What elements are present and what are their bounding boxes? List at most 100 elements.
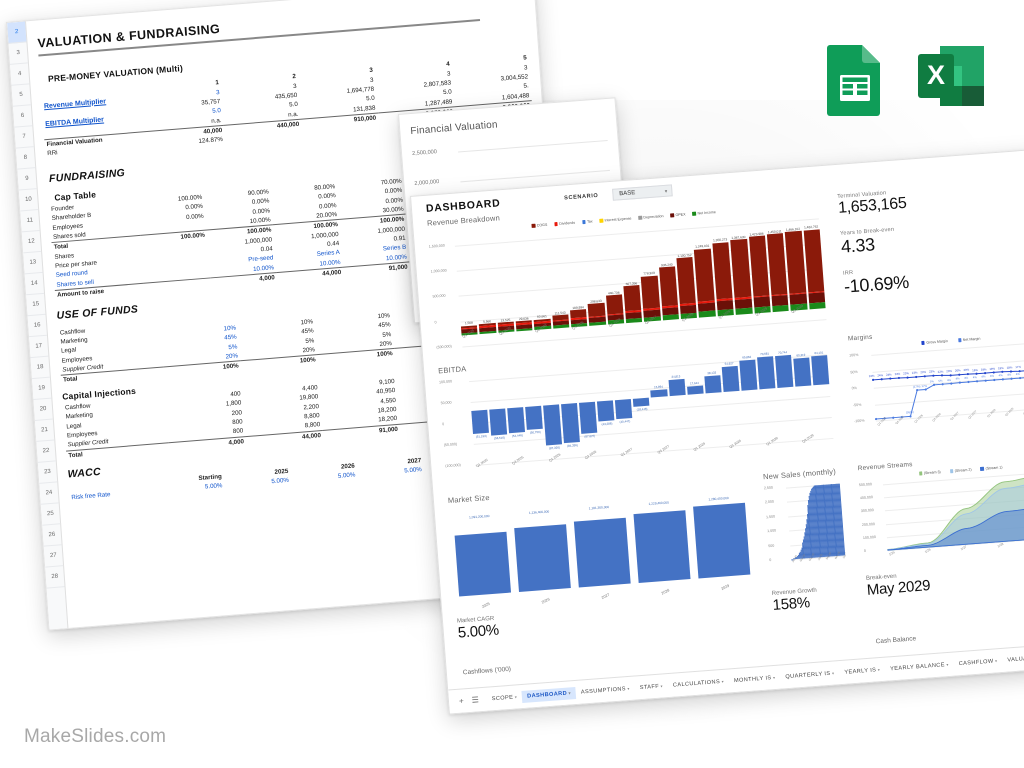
chevron-down-icon[interactable]: ▾	[876, 666, 881, 672]
dashboard-sheet[interactable]: DASHBOARD SCENARIO BASE ▾ Revenue Breakd…	[410, 148, 1024, 715]
row-header-18[interactable]: 18	[30, 356, 50, 380]
data-point[interactable]	[1010, 377, 1013, 380]
data-point[interactable]	[958, 381, 961, 384]
data-point[interactable]	[958, 373, 961, 376]
data-point[interactable]	[1001, 378, 1004, 381]
row-header-13[interactable]: 13	[23, 251, 43, 275]
bar-column[interactable]: 1,091,200,000 2025	[454, 514, 512, 609]
data-point[interactable]	[909, 415, 912, 418]
data-point[interactable]	[883, 417, 886, 420]
data-point[interactable]	[897, 376, 901, 380]
data-point[interactable]	[916, 389, 919, 392]
legend-item[interactable]: Depreciation	[638, 214, 664, 220]
legend-item[interactable]: Net Margin	[957, 337, 981, 343]
data-point[interactable]	[1019, 376, 1022, 380]
data-point[interactable]	[984, 372, 987, 375]
chevron-down-icon[interactable]: ▾	[771, 674, 776, 680]
data-point[interactable]	[975, 380, 979, 383]
data-point[interactable]	[967, 380, 970, 384]
data-point[interactable]	[923, 375, 926, 378]
data-point[interactable]	[906, 376, 909, 379]
sheet-tab-assumptions[interactable]: ASSUMPTIONS ▾	[575, 682, 635, 698]
legend-item[interactable]: Gross Margin	[921, 339, 948, 345]
add-sheet-icon[interactable]: +	[458, 696, 465, 706]
chevron-down-icon[interactable]: ▾	[944, 661, 949, 667]
sheet-tab-staff[interactable]: STAFF ▾	[634, 680, 668, 694]
data-point[interactable]	[1001, 370, 1004, 373]
chevron-down-icon[interactable]: ▾	[993, 657, 998, 664]
row-header-5[interactable]: 5	[11, 84, 31, 107]
row-header-2[interactable]: 2	[7, 21, 27, 44]
row-header-8[interactable]: 8	[15, 147, 36, 170]
row-header-20[interactable]: 20	[33, 398, 53, 421]
data-point[interactable]	[992, 371, 995, 374]
chevron-down-icon[interactable]: ▾	[625, 685, 630, 691]
row-header-4[interactable]: 4	[9, 63, 30, 86]
legend-item[interactable]: COGS	[531, 223, 548, 228]
chevron-down-icon[interactable]: ▾	[830, 670, 835, 676]
data-point[interactable]	[874, 417, 878, 421]
data-point[interactable]	[1009, 370, 1013, 373]
row-header-17[interactable]: 17	[29, 335, 49, 359]
bar-column[interactable]: 1,229,400,000 2028	[633, 500, 691, 596]
sheet-tab-monthly-is[interactable]: MONTHLY IS ▾	[729, 671, 781, 687]
data-point[interactable]	[975, 372, 978, 375]
sheet-tab-quarterly-is[interactable]: QUARTERLY IS ▾	[780, 667, 840, 683]
data-point[interactable]	[950, 382, 953, 385]
row-header-26[interactable]: 26	[42, 524, 62, 547]
row-header-9[interactable]: 9	[17, 168, 37, 191]
row-header-3[interactable]: 3	[8, 42, 28, 65]
data-point[interactable]	[915, 375, 918, 379]
legend-item[interactable]: (Stream 1)	[980, 465, 1003, 471]
data-point[interactable]	[993, 378, 996, 382]
chevron-down-icon[interactable]: ▾	[513, 693, 518, 700]
data-point[interactable]	[932, 374, 935, 377]
scenario-dropdown[interactable]: BASE ▾	[611, 184, 673, 201]
sheet-tab-yearly-balance[interactable]: YEARLY BALANCE ▾	[885, 658, 954, 675]
all-sheets-icon[interactable]: ☰	[471, 695, 480, 705]
row-header-15[interactable]: 15	[26, 293, 46, 317]
legend-item[interactable]: (Stream 2)	[949, 468, 972, 474]
chevron-down-icon[interactable]: ▾	[566, 689, 572, 696]
data-point[interactable]	[880, 378, 883, 381]
legend-item[interactable]: Tax	[581, 219, 593, 224]
row-header-10[interactable]: 10	[18, 189, 39, 212]
data-point[interactable]	[871, 378, 875, 381]
sheet-tab-calculations[interactable]: CALCULATIONS ▾	[668, 675, 730, 692]
legend-item[interactable]: Dividends	[554, 221, 575, 227]
data-point[interactable]	[984, 379, 987, 382]
bar-column[interactable]: 64,101	[811, 350, 833, 437]
row-header-14[interactable]: 14	[24, 272, 45, 296]
data-point[interactable]	[889, 377, 892, 380]
row-header-19[interactable]: 19	[31, 377, 52, 401]
row-header-21[interactable]: 21	[34, 419, 55, 442]
row-header-22[interactable]: 22	[36, 440, 56, 463]
legend-item[interactable]: (Stream 3)	[918, 470, 941, 476]
chevron-down-icon[interactable]: ▾	[719, 678, 725, 684]
row-header-27[interactable]: 27	[43, 545, 64, 568]
data-point[interactable]	[1018, 370, 1021, 373]
row-header-12[interactable]: 12	[21, 230, 42, 254]
bar-column[interactable]: 1,181,300,000 2027	[573, 505, 631, 600]
data-point[interactable]	[966, 372, 969, 376]
sheet-tab-valuation[interactable]: VALUATION ▾	[1002, 651, 1024, 667]
data-point[interactable]	[941, 383, 944, 386]
sheet-tab-dashboard[interactable]: DASHBOARD ▾	[521, 686, 577, 703]
row-header-23[interactable]: 23	[37, 461, 58, 484]
data-point[interactable]	[900, 415, 903, 419]
row-header-25[interactable]: 25	[40, 503, 61, 526]
sheet-tab-cashflow[interactable]: CASHFLOW ▾	[953, 654, 1003, 670]
data-point[interactable]	[892, 416, 895, 419]
row-header-24[interactable]: 24	[39, 482, 59, 505]
bar-column[interactable]: 1,136,400,000 2026	[514, 509, 571, 605]
sheet-tab-scope[interactable]: SCOPE ▾	[486, 691, 522, 706]
row-header-16[interactable]: 16	[27, 314, 47, 338]
chevron-down-icon[interactable]: ▾	[658, 682, 664, 689]
row-header-11[interactable]: 11	[20, 210, 40, 233]
data-point[interactable]	[940, 374, 944, 377]
data-point[interactable]	[924, 388, 927, 391]
data-point[interactable]	[949, 374, 952, 377]
row-header-6[interactable]: 6	[12, 105, 33, 128]
legend-item[interactable]: Net Income	[692, 210, 716, 216]
data-point[interactable]	[932, 383, 936, 386]
